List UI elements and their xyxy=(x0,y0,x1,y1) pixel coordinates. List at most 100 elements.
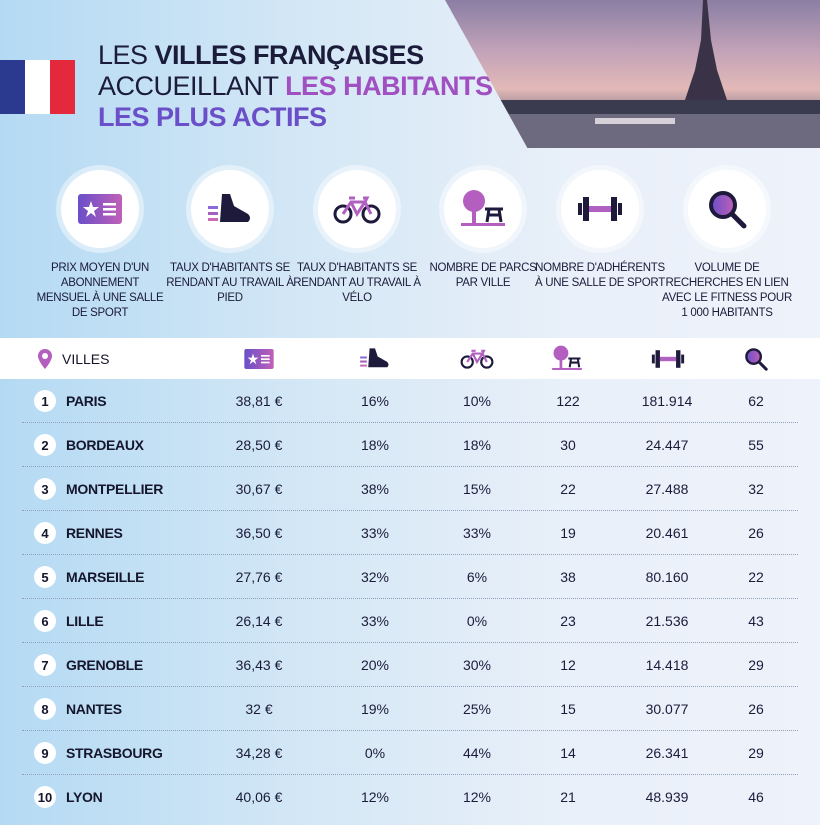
location-pin-icon xyxy=(38,348,52,369)
city-name: NANTES xyxy=(66,701,122,717)
bike-cell: 44% xyxy=(462,745,492,761)
searches-cell: 26 xyxy=(748,525,764,541)
searches-cell: 32 xyxy=(748,481,764,497)
city-header-label: VILLES xyxy=(62,350,110,367)
french-flag xyxy=(0,60,75,114)
parks-column-header xyxy=(552,338,582,379)
page-title: LES VILLES FRANÇAISES ACCUEILLANT LES HA… xyxy=(98,40,493,133)
criterion-parks: NOMBRE DE PARCS PAR VILLE xyxy=(418,170,548,291)
bicycle-icon xyxy=(333,194,381,224)
searches-column-header xyxy=(744,338,768,379)
price-cell: 28,50 € xyxy=(235,437,283,453)
rank-badge: 4 xyxy=(34,522,56,544)
criterion-walk: TAUX D'HABITANTS SE RENDANT AU TRAVAIL À… xyxy=(165,170,295,306)
price-cell: 26,14 € xyxy=(235,613,283,629)
bike-cell: 10% xyxy=(462,393,492,409)
bike-column-header xyxy=(460,338,494,379)
searches-cell: 22 xyxy=(748,569,764,585)
table-row: 2 BORDEAUX 28,50 € 18% 18% 30 24.447 55 xyxy=(22,423,798,467)
park-icon xyxy=(461,189,505,229)
searches-cell: 29 xyxy=(748,657,764,673)
searches-cell: 62 xyxy=(748,393,764,409)
walk-cell: 16% xyxy=(360,393,390,409)
membership-card-icon xyxy=(244,349,274,369)
members-cell: 24.447 xyxy=(645,437,689,453)
table-row: 10 LYON 40,06 € 12% 12% 21 48.939 46 xyxy=(22,775,798,819)
table-row: 3 MONTPELLIER 30,67 € 38% 15% 22 27.488 32 xyxy=(22,467,798,511)
walk-cell: 20% xyxy=(360,657,390,673)
criterion-members: NOMBRE D'ADHÉRENTS À UNE SALLE DE SPORT xyxy=(535,170,665,291)
sneaker-icon xyxy=(360,347,390,370)
criterion-price: PRIX MOYEN D'UN ABONNEMENT MENSUEL À UNE… xyxy=(35,170,165,321)
members-column-header xyxy=(650,338,686,379)
city-name: BORDEAUX xyxy=(66,437,144,453)
price-cell: 32 € xyxy=(245,701,273,717)
rank-badge: 2 xyxy=(34,434,56,456)
members-cell: 181.914 xyxy=(641,393,693,409)
rank-badge: 8 xyxy=(34,698,56,720)
dumbbell-icon xyxy=(576,194,624,224)
parks-cell: 30 xyxy=(560,437,576,453)
title-part: LES xyxy=(98,40,155,70)
parks-cell: 22 xyxy=(560,481,576,497)
parks-cell: 23 xyxy=(560,613,576,629)
rank-badge: 7 xyxy=(34,654,56,676)
members-cell: 80.160 xyxy=(645,569,689,585)
table-row: 5 MARSEILLE 27,76 € 32% 6% 38 80.160 22 xyxy=(22,555,798,599)
rank-badge: 6 xyxy=(34,610,56,632)
rank-badge: 3 xyxy=(34,478,56,500)
bike-cell: 30% xyxy=(462,657,492,673)
members-cell: 26.341 xyxy=(645,745,689,761)
criterion-label: TAUX D'HABITANTS SE RENDANT AU TRAVAIL À… xyxy=(166,262,294,304)
walk-cell: 38% xyxy=(360,481,390,497)
searches-cell: 55 xyxy=(748,437,764,453)
members-cell: 20.461 xyxy=(645,525,689,541)
city-name: PARIS xyxy=(66,393,107,409)
parks-cell: 21 xyxy=(560,789,576,805)
searches-cell: 43 xyxy=(748,613,764,629)
walk-cell: 0% xyxy=(364,745,386,761)
price-cell: 30,67 € xyxy=(235,481,283,497)
bike-cell: 0% xyxy=(466,613,488,629)
criterion-label: NOMBRE DE PARCS PAR VILLE xyxy=(429,262,537,289)
price-cell: 34,28 € xyxy=(235,745,283,761)
rank-badge: 9 xyxy=(34,742,56,764)
criterion-searches: VOLUME DE RECHERCHES EN LIEN AVEC LE FIT… xyxy=(662,170,792,321)
table-row: 6 LILLE 26,14 € 33% 0% 23 21.536 43 xyxy=(22,599,798,643)
table-row: 9 STRASBOURG 34,28 € 0% 44% 14 26.341 29 xyxy=(22,731,798,775)
table-row: 7 GRENOBLE 36,43 € 20% 30% 12 14.418 29 xyxy=(22,643,798,687)
walk-cell: 18% xyxy=(360,437,390,453)
dumbbell-icon xyxy=(650,348,686,370)
park-icon xyxy=(552,345,582,372)
bike-cell: 6% xyxy=(466,569,488,585)
members-cell: 27.488 xyxy=(645,481,689,497)
searches-cell: 46 xyxy=(748,789,764,805)
parks-cell: 122 xyxy=(556,393,580,409)
rank-badge: 1 xyxy=(34,390,56,412)
searches-cell: 29 xyxy=(748,745,764,761)
city-name: GRENOBLE xyxy=(66,657,143,673)
walk-cell: 33% xyxy=(360,613,390,629)
rank-badge: 5 xyxy=(34,566,56,588)
city-name: LYON xyxy=(66,789,103,805)
city-column-header: VILLES xyxy=(38,338,109,379)
city-name: LILLE xyxy=(66,613,104,629)
table-row: 4 RENNES 36,50 € 33% 33% 19 20.461 26 xyxy=(22,511,798,555)
table-row: 8 NANTES 32 € 19% 25% 15 30.077 26 xyxy=(22,687,798,731)
walk-column-header xyxy=(360,338,390,379)
bike-cell: 25% xyxy=(462,701,492,717)
parks-cell: 12 xyxy=(560,657,576,673)
city-name: RENNES xyxy=(66,525,123,541)
walk-cell: 33% xyxy=(360,525,390,541)
members-cell: 14.418 xyxy=(645,657,689,673)
title-part: ACCUEILLANT xyxy=(98,71,286,101)
bike-cell: 12% xyxy=(462,789,492,805)
members-cell: 48.939 xyxy=(645,789,689,805)
bicycle-icon xyxy=(460,348,494,369)
membership-card-icon xyxy=(78,194,122,224)
criteria-legend: PRIX MOYEN D'UN ABONNEMENT MENSUEL À UNE… xyxy=(0,170,820,340)
price-cell: 36,50 € xyxy=(235,525,283,541)
searches-cell: 26 xyxy=(748,701,764,717)
price-cell: 38,81 € xyxy=(235,393,283,409)
members-cell: 21.536 xyxy=(645,613,689,629)
